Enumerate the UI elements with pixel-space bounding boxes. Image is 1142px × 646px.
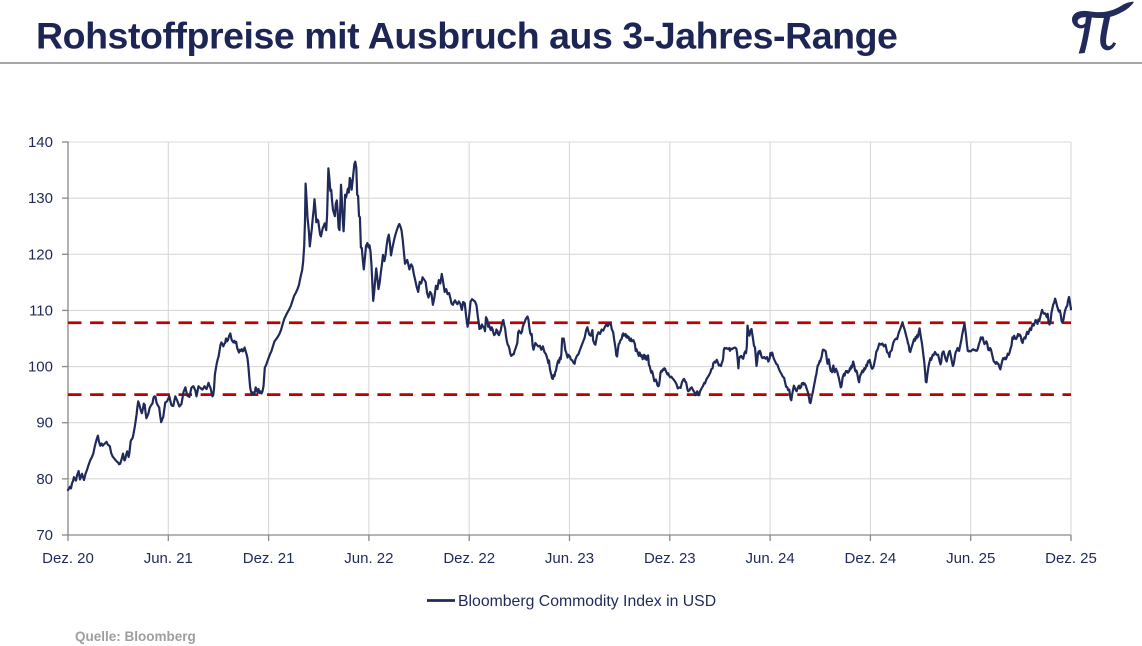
svg-text:Jun. 23: Jun. 23 xyxy=(545,550,594,567)
svg-text:Dez. 24: Dez. 24 xyxy=(845,550,897,567)
svg-text:Jun. 21: Jun. 21 xyxy=(144,550,193,567)
svg-text:Quelle: Bloomberg: Quelle: Bloomberg xyxy=(75,629,196,644)
svg-text:70: 70 xyxy=(36,527,53,544)
svg-text:Dez. 25: Dez. 25 xyxy=(1045,550,1097,567)
svg-text:140: 140 xyxy=(28,134,53,151)
svg-text:110: 110 xyxy=(29,302,53,319)
svg-text:120: 120 xyxy=(28,246,53,263)
svg-text:Jun. 24: Jun. 24 xyxy=(745,550,794,567)
svg-text:Jun. 25: Jun. 25 xyxy=(946,550,995,567)
svg-text:100: 100 xyxy=(28,359,53,376)
svg-text:Bloomberg Commodity Index in U: Bloomberg Commodity Index in USD xyxy=(458,593,716,610)
svg-text:90: 90 xyxy=(36,415,53,432)
svg-text:Rohstoffpreise mit Ausbruch au: Rohstoffpreise mit Ausbruch aus 3-Jahres… xyxy=(36,15,897,57)
svg-text:Dez. 21: Dez. 21 xyxy=(243,550,295,567)
svg-text:130: 130 xyxy=(28,190,53,207)
svg-text:80: 80 xyxy=(36,471,53,488)
svg-text:Dez. 22: Dez. 22 xyxy=(443,550,495,567)
svg-text:Jun. 22: Jun. 22 xyxy=(344,550,393,567)
svg-text:Dez. 20: Dez. 20 xyxy=(42,550,94,567)
svg-text:Dez. 23: Dez. 23 xyxy=(644,550,696,567)
